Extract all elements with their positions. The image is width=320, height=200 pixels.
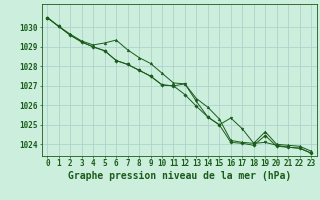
X-axis label: Graphe pression niveau de la mer (hPa): Graphe pression niveau de la mer (hPa) — [68, 171, 291, 181]
